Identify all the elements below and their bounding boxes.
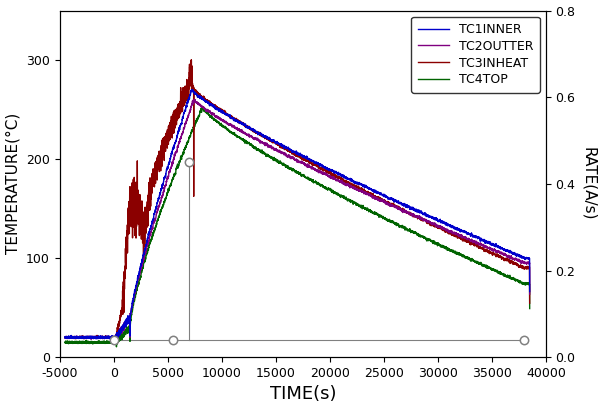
TC2OUTTER (337, 179, 344, 184)
TC1INNER (337, 171, 344, 176)
X-axis label: TIME(s): TIME(s) (270, 385, 336, 403)
TC4TOP (337, 193, 344, 198)
Legend: TC1INNER, TC2OUTTER, TC3INHEAT, TC4TOP: TC1INNER, TC2OUTTER, TC3INHEAT, TC4TOP (411, 17, 539, 92)
TC2OUTTER (357, 189, 364, 193)
TC2OUTTER (431, 222, 438, 227)
TC2OUTTER (85, 335, 92, 340)
TC1INNER (431, 216, 438, 220)
TC2OUTTER (191, 97, 199, 102)
TC2OUTTER (406, 210, 413, 215)
TC1INNER (189, 88, 196, 92)
TC4TOP (406, 227, 413, 232)
TC3INHEAT (113, 337, 120, 342)
TC1INNER (230, 117, 237, 122)
TC4TOP (431, 239, 438, 244)
TC3INHEAT (188, 57, 195, 62)
TC1INNER (357, 181, 364, 186)
TC4TOP (526, 306, 533, 311)
TC2OUTTER (87, 337, 95, 342)
TC1INNER (526, 289, 533, 294)
Line: TC4TOP: TC4TOP (65, 108, 530, 347)
TC4TOP (113, 344, 120, 349)
TC4TOP (61, 340, 69, 345)
TC4TOP (85, 339, 92, 344)
TC1INNER (61, 335, 69, 340)
TC4TOP (357, 204, 364, 209)
Y-axis label: TEMPERATURE(°C): TEMPERATURE(°C) (5, 113, 20, 254)
TC4TOP (199, 105, 206, 110)
TC1INNER (113, 339, 120, 344)
TC1INNER (85, 335, 92, 340)
TC3INHEAT (85, 335, 92, 339)
TC2OUTTER (526, 292, 533, 297)
TC3INHEAT (61, 335, 69, 340)
TC2OUTTER (61, 335, 69, 340)
Line: TC2OUTTER: TC2OUTTER (65, 99, 530, 339)
TC3INHEAT (431, 223, 438, 228)
Y-axis label: RATE(A/s): RATE(A/s) (582, 147, 597, 220)
TC3INHEAT (526, 301, 533, 306)
TC2OUTTER (230, 124, 237, 128)
Line: TC3INHEAT: TC3INHEAT (65, 60, 530, 339)
TC1INNER (406, 206, 413, 211)
TC4TOP (230, 131, 237, 136)
TC3INHEAT (337, 175, 344, 180)
Line: TC1INNER: TC1INNER (65, 90, 530, 342)
TC3INHEAT (357, 188, 364, 193)
TC3INHEAT (406, 210, 413, 215)
TC3INHEAT (230, 116, 237, 121)
